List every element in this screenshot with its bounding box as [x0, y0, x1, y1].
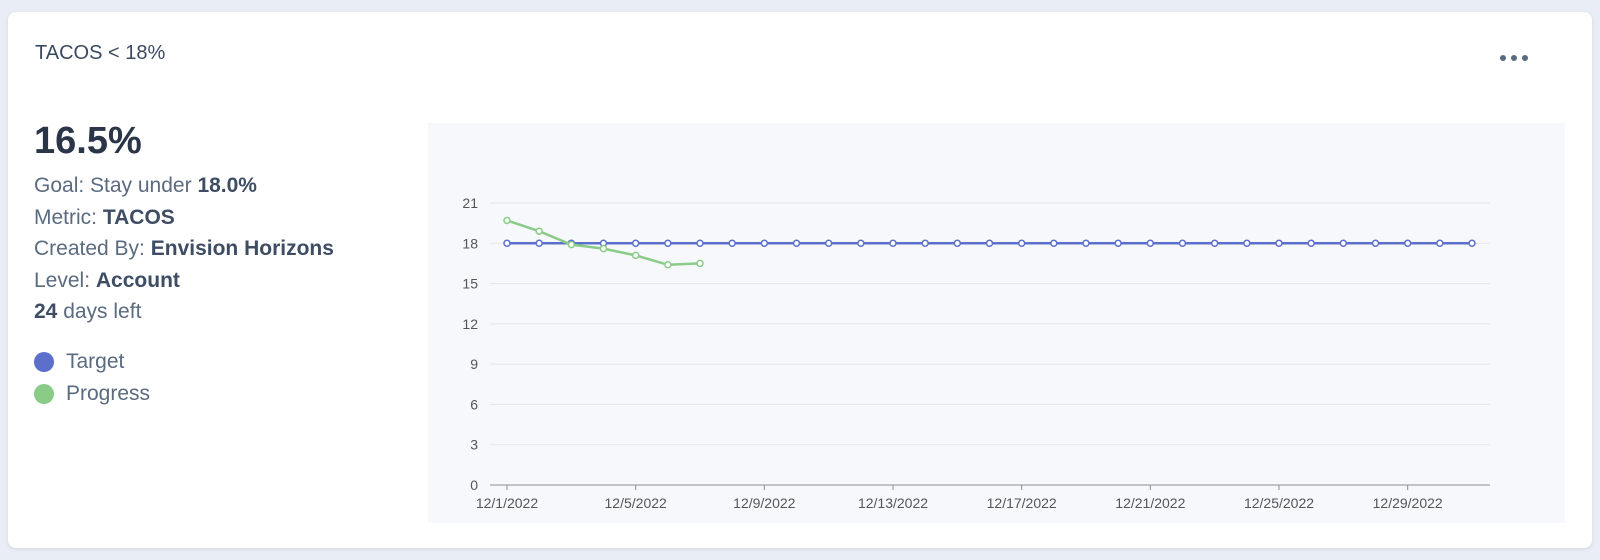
current-value: 16.5%: [34, 120, 142, 162]
x-tick-label: 12/13/2022: [858, 495, 928, 511]
y-tick-label: 6: [470, 396, 478, 412]
x-tick-label: 12/17/2022: [987, 495, 1057, 511]
x-tick-label: 12/29/2022: [1373, 495, 1443, 511]
data-point: [953, 239, 962, 248]
data-point: [1210, 239, 1219, 248]
x-tick-label: 12/21/2022: [1115, 495, 1185, 511]
data-point: [921, 239, 929, 248]
data-point: [631, 251, 640, 260]
card-title: TACOS < 18%: [35, 42, 166, 64]
data-point: [1403, 239, 1412, 248]
level-line: Level: Account: [34, 269, 180, 293]
data-point: [1178, 239, 1187, 248]
data-point: [824, 239, 833, 248]
data-point: [889, 239, 897, 248]
data-point: [985, 239, 994, 248]
legend-label: Progress: [66, 382, 151, 405]
data-point: [1307, 239, 1315, 248]
label: Level:: [34, 269, 91, 292]
chart-background: [428, 123, 1565, 523]
goal-line: Goal: Stay under 18.0%: [34, 174, 257, 198]
data-point: [599, 244, 608, 253]
data-point: [535, 239, 543, 248]
data-point: [503, 216, 511, 225]
y-tick-label: 12: [462, 316, 478, 332]
legend-item: Target: [34, 350, 124, 374]
data-point: [1436, 239, 1444, 248]
data-point: [664, 239, 672, 248]
y-tick-label: 9: [470, 356, 478, 372]
legend-item: Progress: [34, 382, 150, 406]
y-tick-label: 18: [462, 235, 478, 251]
data-point: [696, 259, 704, 268]
data-point: [792, 239, 801, 248]
data-point: [631, 239, 640, 248]
legend-dot: [34, 352, 54, 372]
label: days left: [63, 300, 142, 323]
y-tick-label: 15: [462, 276, 478, 292]
label: Metric:: [34, 206, 97, 229]
data-point: [1017, 239, 1026, 248]
value: TACOS: [102, 206, 175, 229]
data-point: [1468, 239, 1476, 248]
data-point: [760, 239, 769, 248]
data-point: [1050, 239, 1058, 248]
x-tick-label: 12/1/2022: [476, 495, 538, 511]
label: Created By:: [34, 237, 145, 260]
data-point: [535, 227, 543, 235]
data-point: [1275, 239, 1283, 248]
label: Goal: Stay under: [34, 174, 192, 197]
value: Envision Horizons: [150, 237, 334, 260]
x-tick-label: 12/25/2022: [1244, 495, 1314, 511]
chart: 0 3 6 9 12 15 18 21 12/1/2022 12/5/2022 12/9/2022 1…: [428, 123, 1565, 523]
x-tick-label: 12/5/2022: [605, 495, 667, 511]
metric-line: Metric: TACOS: [34, 206, 175, 230]
data-point: [567, 240, 576, 249]
data-point: [1082, 239, 1090, 248]
data-point: [1243, 239, 1251, 248]
data-point: [728, 239, 736, 248]
data-point: [1339, 239, 1348, 248]
data-point: [1146, 239, 1155, 248]
y-tick-label: 3: [470, 437, 478, 453]
value: 24: [34, 300, 58, 323]
data-point: [1371, 239, 1380, 248]
value: 18.0%: [197, 174, 257, 197]
data-point: [503, 239, 511, 248]
legend-dot: [34, 384, 54, 404]
y-tick-label: 0: [470, 477, 478, 493]
legend-label: Target: [66, 350, 125, 373]
x-tick-label: 12/9/2022: [733, 495, 795, 511]
value: Account: [95, 269, 180, 292]
data-point: [664, 261, 672, 269]
more-menu[interactable]: [1498, 52, 1532, 64]
created-line: Created By: Envision Horizons: [34, 237, 334, 261]
days-line: 24 days left: [34, 300, 141, 324]
y-tick-label: 21: [462, 195, 478, 211]
data-point: [1114, 239, 1122, 248]
data-point: [696, 239, 704, 248]
data-point: [857, 239, 865, 248]
